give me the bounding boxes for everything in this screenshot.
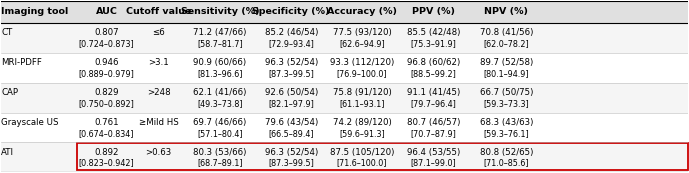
Text: [71.6–100.0]: [71.6–100.0] <box>337 158 387 167</box>
Text: 62.1 (41/66): 62.1 (41/66) <box>194 88 247 97</box>
Text: [0.674–0.834]: [0.674–0.834] <box>79 129 134 138</box>
Text: [61.1–93.1]: [61.1–93.1] <box>339 99 384 108</box>
FancyBboxPatch shape <box>1 1 688 23</box>
Text: Cutoff value: Cutoff value <box>126 7 191 16</box>
Text: [71.0–85.6]: [71.0–85.6] <box>484 158 529 167</box>
Text: 0.807: 0.807 <box>94 28 119 37</box>
Text: 70.8 (41/56): 70.8 (41/56) <box>480 28 533 37</box>
Text: 96.8 (60/62): 96.8 (60/62) <box>407 58 460 67</box>
Text: 80.8 (52/65): 80.8 (52/65) <box>480 148 533 157</box>
Text: CAP: CAP <box>1 88 19 97</box>
Text: 90.9 (60/66): 90.9 (60/66) <box>194 58 247 67</box>
Text: PPV (%): PPV (%) <box>412 7 455 16</box>
Text: >0.63: >0.63 <box>145 148 172 157</box>
Text: 91.1 (41/45): 91.1 (41/45) <box>407 88 460 97</box>
Text: 74.2 (89/120): 74.2 (89/120) <box>333 118 391 127</box>
FancyBboxPatch shape <box>1 142 688 172</box>
Text: [59.6–91.3]: [59.6–91.3] <box>339 129 385 138</box>
Text: Imaging tool: Imaging tool <box>1 7 69 16</box>
Text: [87.3–99.5]: [87.3–99.5] <box>268 69 314 78</box>
Text: CT: CT <box>1 28 12 37</box>
Text: [0.889–0.979]: [0.889–0.979] <box>79 69 134 78</box>
Text: 89.7 (52/58): 89.7 (52/58) <box>480 58 533 67</box>
Text: >248: >248 <box>147 88 170 97</box>
Text: 71.2 (47/66): 71.2 (47/66) <box>194 28 247 37</box>
Text: Sensitivity (%): Sensitivity (%) <box>181 7 259 16</box>
Text: 80.7 (46/57): 80.7 (46/57) <box>407 118 460 127</box>
Text: [0.823–0.942]: [0.823–0.942] <box>79 158 134 167</box>
FancyBboxPatch shape <box>1 23 688 53</box>
Text: [82.1–97.9]: [82.1–97.9] <box>268 99 314 108</box>
Text: [66.5–89.4]: [66.5–89.4] <box>269 129 314 138</box>
Text: AUC: AUC <box>96 7 118 16</box>
Text: [72.9–93.4]: [72.9–93.4] <box>268 39 314 48</box>
Text: 87.5 (105/120): 87.5 (105/120) <box>330 148 394 157</box>
Text: ATI: ATI <box>1 148 14 157</box>
Text: NPV (%): NPV (%) <box>484 7 528 16</box>
Text: 0.829: 0.829 <box>94 88 119 97</box>
Text: 66.7 (50/75): 66.7 (50/75) <box>480 88 533 97</box>
Text: Grayscale US: Grayscale US <box>1 118 59 127</box>
Text: ≥Mild HS: ≥Mild HS <box>138 118 178 127</box>
Text: [87.1–99.0]: [87.1–99.0] <box>411 158 456 167</box>
Text: [0.724–0.873]: [0.724–0.873] <box>79 39 134 48</box>
Text: 92.6 (50/54): 92.6 (50/54) <box>265 88 318 97</box>
Text: 96.4 (53/55): 96.4 (53/55) <box>407 148 460 157</box>
Text: 85.2 (46/54): 85.2 (46/54) <box>265 28 318 37</box>
Text: 75.8 (91/120): 75.8 (91/120) <box>333 88 391 97</box>
Text: [62.0–78.2]: [62.0–78.2] <box>484 39 529 48</box>
FancyBboxPatch shape <box>1 83 688 113</box>
Text: [59.3–73.3]: [59.3–73.3] <box>484 99 529 108</box>
Text: [58.7–81.7]: [58.7–81.7] <box>197 39 243 48</box>
Text: 96.3 (52/54): 96.3 (52/54) <box>265 58 318 67</box>
Text: [80.1–94.9]: [80.1–94.9] <box>484 69 529 78</box>
Text: 85.5 (42/48): 85.5 (42/48) <box>407 28 460 37</box>
Text: >3.1: >3.1 <box>148 58 169 67</box>
Text: 93.3 (112/120): 93.3 (112/120) <box>330 58 394 67</box>
FancyBboxPatch shape <box>1 113 688 142</box>
Text: 77.5 (93/120): 77.5 (93/120) <box>333 28 391 37</box>
Text: [59.3–76.1]: [59.3–76.1] <box>484 129 529 138</box>
Text: 79.6 (43/54): 79.6 (43/54) <box>265 118 318 127</box>
Text: [68.7–89.1]: [68.7–89.1] <box>197 158 243 167</box>
Text: ≤6: ≤6 <box>152 28 165 37</box>
Text: 0.761: 0.761 <box>94 118 119 127</box>
Text: [49.3–73.8]: [49.3–73.8] <box>197 99 243 108</box>
Text: 0.946: 0.946 <box>94 58 119 67</box>
Text: [70.7–87.9]: [70.7–87.9] <box>410 129 456 138</box>
Text: 96.3 (52/54): 96.3 (52/54) <box>265 148 318 157</box>
Text: [87.3–99.5]: [87.3–99.5] <box>268 158 314 167</box>
FancyBboxPatch shape <box>1 53 688 83</box>
Text: 80.3 (53/66): 80.3 (53/66) <box>194 148 247 157</box>
Text: 69.7 (46/66): 69.7 (46/66) <box>194 118 247 127</box>
Text: Specificity (%): Specificity (%) <box>252 7 330 16</box>
Text: MRI-PDFF: MRI-PDFF <box>1 58 42 67</box>
Text: [75.3–91.9]: [75.3–91.9] <box>410 39 456 48</box>
Text: [62.6–94.9]: [62.6–94.9] <box>339 39 385 48</box>
Text: [81.3–96.6]: [81.3–96.6] <box>197 69 243 78</box>
Text: Accuracy (%): Accuracy (%) <box>327 7 397 16</box>
Text: [88.5–99.2]: [88.5–99.2] <box>410 69 456 78</box>
Text: [57.1–80.4]: [57.1–80.4] <box>197 129 243 138</box>
Text: [76.9–100.0]: [76.9–100.0] <box>337 69 387 78</box>
Text: [0.750–0.892]: [0.750–0.892] <box>79 99 134 108</box>
Text: 0.892: 0.892 <box>94 148 119 157</box>
Text: 68.3 (43/63): 68.3 (43/63) <box>480 118 533 127</box>
Text: [79.7–96.4]: [79.7–96.4] <box>410 99 456 108</box>
